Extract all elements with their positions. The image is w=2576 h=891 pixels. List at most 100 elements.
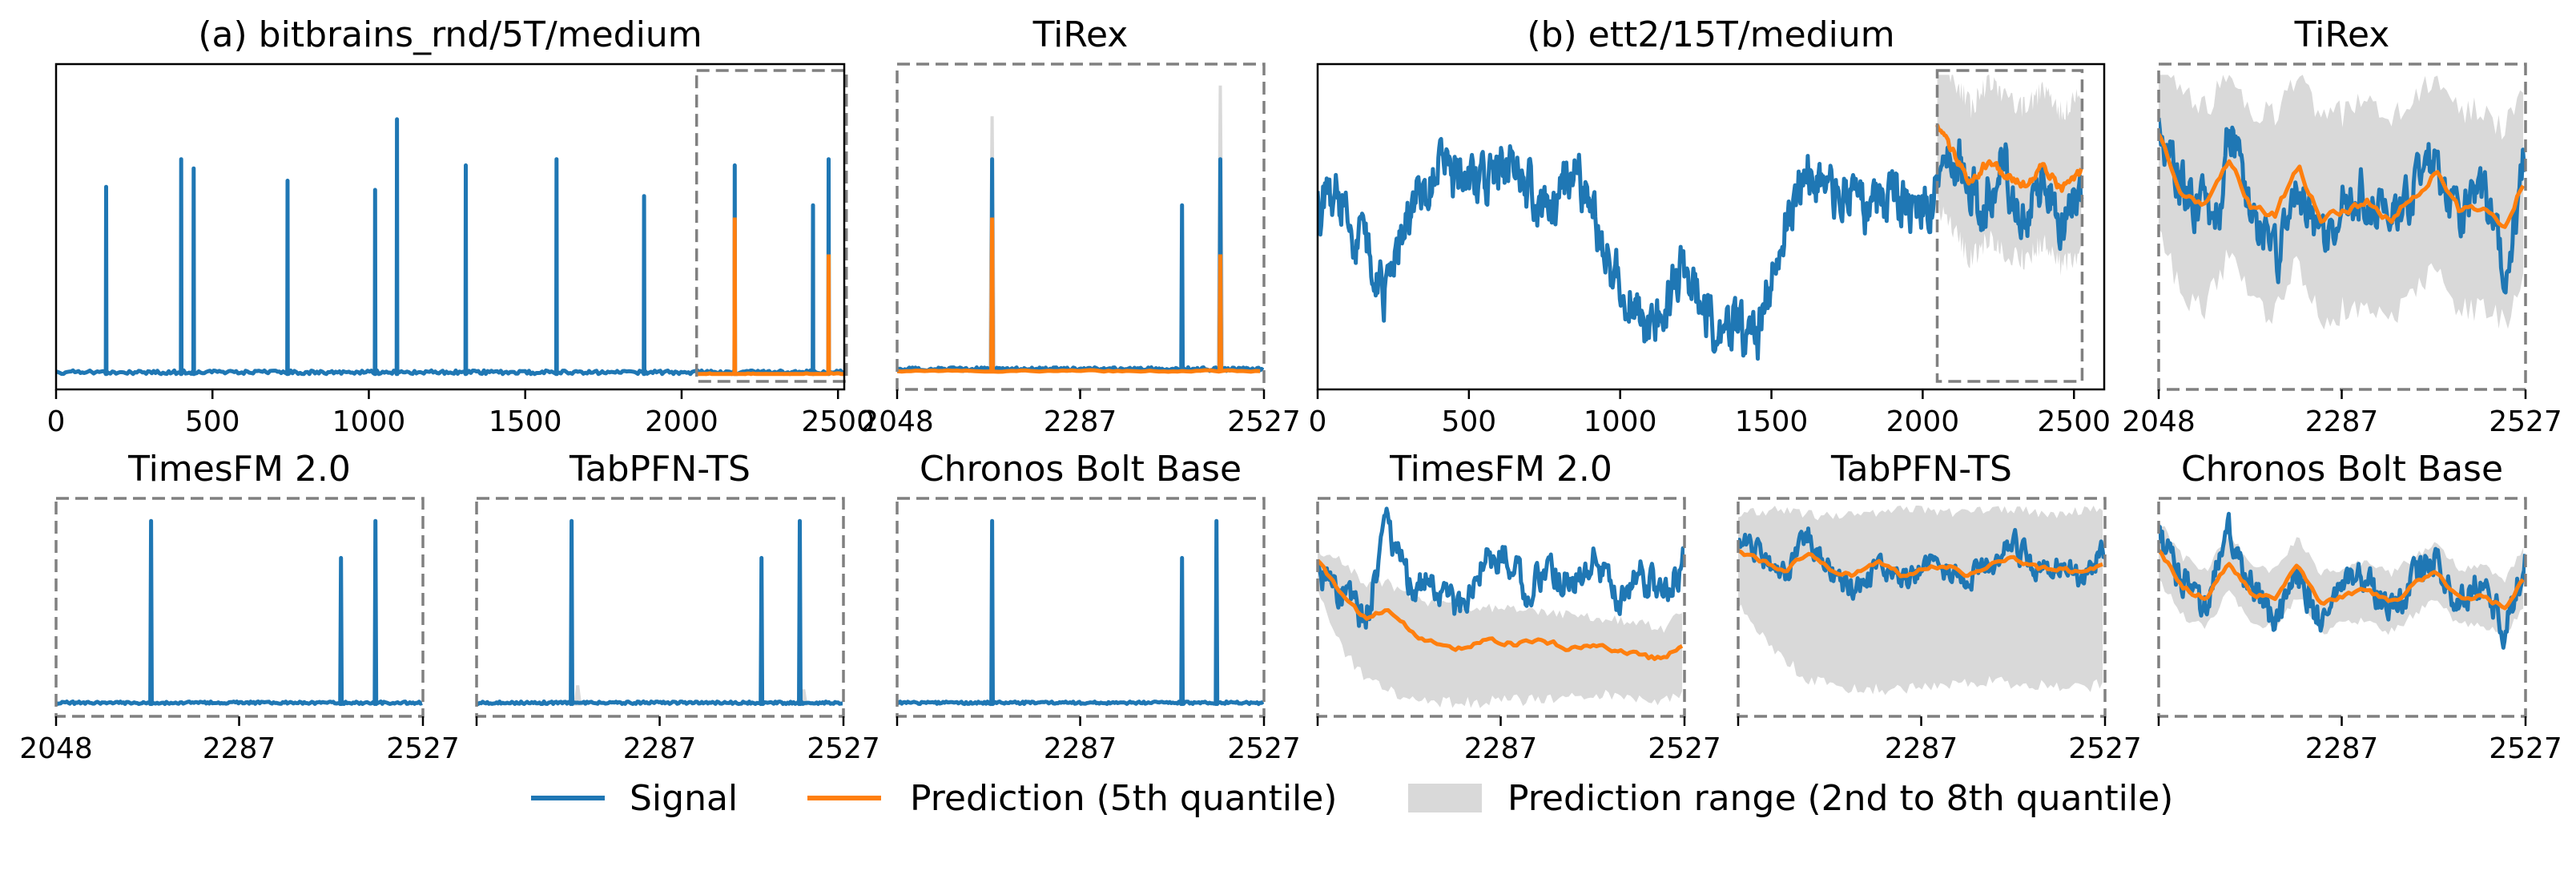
signal-line (2159, 117, 2526, 295)
x-tick-label: 2527 (2489, 732, 2562, 765)
x-tick-label: 2287 (1885, 732, 1958, 765)
panel-a-chronos: Chronos Bolt Base 2287 2527 (896, 449, 1301, 765)
plot-area (1318, 506, 1684, 708)
prediction-spike-1 (1218, 254, 1223, 372)
legend-range-label: Prediction range (2nd to 8th quantile) (1507, 778, 2173, 819)
axes-frame-dashed (54, 497, 425, 718)
prediction-baseline (696, 371, 844, 377)
plot-area (1738, 506, 2105, 695)
signal-line (897, 518, 1264, 707)
x-tick-label: 2287 (623, 732, 697, 765)
signal-line (56, 518, 423, 707)
prediction-baseline (897, 368, 1261, 374)
prediction-range-band (1738, 506, 2103, 695)
plot-area (2159, 75, 2526, 330)
axes-frame-dashed (896, 62, 1266, 391)
panel-title: TimesFM 2.0 (127, 449, 351, 490)
panel-title: TabPFN-TS (569, 449, 751, 490)
panel-b-tabpfn: TabPFN-TS 2287 2527 (1737, 449, 2142, 765)
panel-a-main: (a) bitbrains_rnd/5T/medium 0 500 1000 1500 2… (47, 14, 875, 438)
x-tick-label: 2287 (2305, 732, 2379, 765)
panel-b-main: (b) ett2/15T/medium 0 500 1000 1500 2000 2500 (1309, 14, 2111, 438)
panel-title: TimesFM 2.0 (1389, 449, 1612, 490)
x-tick-label: 1000 (1584, 405, 1657, 438)
axes-frame-dashed (1316, 497, 1686, 718)
x-tick-label: 2048 (2122, 405, 2196, 438)
x-tick-label: 2527 (2068, 732, 2142, 765)
prediction-line (1738, 548, 2103, 579)
panel-title: TabPFN-TS (1830, 449, 2012, 490)
panel-title: Chronos Bolt Base (2181, 449, 2503, 490)
x-tick-label: 2000 (645, 405, 718, 438)
plot-area (56, 117, 844, 377)
x-tick-label: 0 (47, 405, 66, 438)
panel-a-tirex: TiRex 2048 2287 2527 (860, 14, 1301, 438)
signal-line (477, 518, 843, 707)
panel-b-tirex: TiRex 2048 2287 2527 (2122, 14, 2562, 438)
x-tick-label: 2287 (203, 732, 276, 765)
x-tick-label: 2527 (2489, 405, 2562, 438)
x-tick-label: 1500 (1735, 405, 1809, 438)
plot-area (897, 518, 1264, 707)
x-tick-label: 2500 (2037, 405, 2111, 438)
plot-area (1318, 75, 2084, 361)
panel-title: TiRex (2294, 14, 2390, 55)
forecast-window-marker (1935, 69, 2084, 383)
x-tick-label: 2527 (1648, 732, 1721, 765)
x-tick-label: 1000 (332, 405, 406, 438)
panel-title: (b) ett2/15T/medium (1527, 14, 1894, 55)
plot-area (56, 518, 423, 707)
panel-title: Chronos Bolt Base (920, 449, 1242, 490)
x-tick-label: 2048 (19, 732, 93, 765)
panel-a-timesfm: TimesFM 2.0 2048 2287 2527 (19, 449, 460, 765)
x-tick-label: 2287 (1044, 732, 1117, 765)
axes-frame-dashed (1737, 497, 2107, 718)
axes-frame-dashed (896, 497, 1266, 718)
prediction-line (1935, 124, 2083, 193)
panel-b-timesfm: TimesFM 2.0 2287 2527 (1316, 449, 1721, 765)
legend-range-swatch (1408, 784, 1482, 812)
panel-title: TiRex (1032, 14, 1129, 55)
x-tick-label: 2287 (2305, 405, 2379, 438)
prediction-spike-1 (826, 254, 831, 374)
panel-b-chronos: Chronos Bolt Base 2287 2527 (2157, 449, 2562, 765)
x-tick-label: 500 (185, 405, 240, 438)
x-tick-label: 2287 (1464, 732, 1538, 765)
x-tick-label: 2527 (1227, 732, 1301, 765)
prediction-range-band (2159, 521, 2524, 635)
axes-frame (54, 62, 846, 391)
plot-area (477, 518, 843, 707)
prediction-line (1318, 558, 1684, 661)
prediction-line (2159, 133, 2526, 229)
x-tick-label: 0 (1309, 405, 1327, 438)
forecast-window-marker (694, 69, 848, 383)
x-tick-label: 2048 (860, 405, 934, 438)
x-tick-label: 1500 (489, 405, 562, 438)
signal-line (1318, 506, 1684, 630)
panels: (a) bitbrains_rnd/5T/medium 0 500 1000 1500 2… (19, 14, 2562, 765)
prediction-line (2159, 549, 2525, 611)
signal-line (56, 117, 844, 377)
prediction-spike-0 (989, 217, 995, 372)
x-tick-label: 500 (1441, 405, 1496, 438)
x-tick-label: 2000 (1886, 405, 1960, 438)
axes-frame-dashed (475, 497, 845, 718)
x-tick-label: 2500 (801, 405, 875, 438)
signal-line (897, 157, 1264, 373)
axes-frame-dashed (2157, 497, 2527, 718)
panel-a-tabpfn: TabPFN-TS 2287 2527 (475, 449, 880, 765)
legend: Signal Prediction (5th quantile) Predict… (531, 778, 2173, 819)
x-tick-label: 2527 (1227, 405, 1301, 438)
plot-area (897, 85, 1264, 374)
x-tick-label: 2527 (807, 732, 880, 765)
signal-line (1318, 136, 2084, 361)
panel-title: (a) bitbrains_rnd/5T/medium (198, 14, 702, 55)
x-tick-label: 2527 (386, 732, 460, 765)
axes-frame (1316, 62, 2106, 391)
legend-signal-label: Signal (630, 778, 738, 819)
prediction-range-band (1318, 548, 1683, 708)
signal-line (2159, 511, 2526, 650)
legend-prediction-label: Prediction (5th quantile) (910, 778, 1337, 819)
plot-area (2159, 511, 2526, 650)
